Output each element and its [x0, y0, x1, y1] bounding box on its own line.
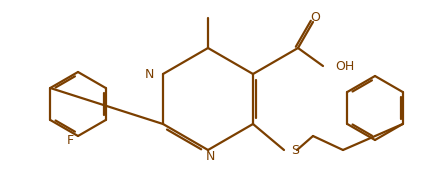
- Text: N: N: [144, 67, 154, 81]
- Text: F: F: [66, 133, 74, 146]
- Text: N: N: [205, 151, 215, 163]
- Text: OH: OH: [335, 60, 354, 73]
- Text: O: O: [310, 11, 320, 24]
- Text: S: S: [291, 144, 299, 158]
